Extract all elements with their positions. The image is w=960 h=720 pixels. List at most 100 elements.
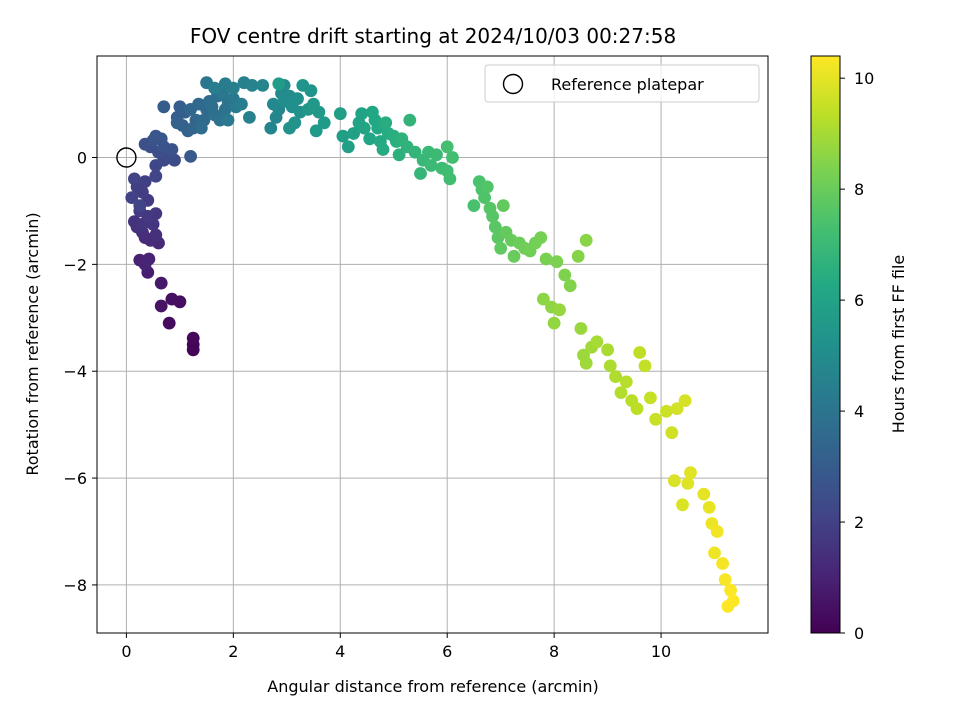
colorbar-tick-label: 8 (854, 180, 864, 199)
scatter-point (347, 127, 360, 140)
scatter-point (681, 477, 695, 490)
scatter-point (446, 151, 459, 164)
scatter-point (496, 199, 510, 213)
scatter-point (272, 77, 286, 91)
scatter-point (208, 81, 222, 95)
scatter-point (341, 140, 355, 154)
colorbar-tick-label: 4 (854, 402, 864, 421)
scatter-point (478, 191, 491, 205)
scatter-point (336, 129, 350, 143)
plot-frame (96, 55, 769, 634)
x-tick-label: 8 (549, 642, 559, 661)
scatter-point (718, 573, 732, 586)
scatter-point (379, 116, 393, 130)
scatter-point (486, 209, 499, 223)
scatter-point (403, 113, 417, 127)
scatter-point (708, 546, 721, 560)
scatter-point (668, 474, 681, 488)
scatter-point (138, 258, 152, 271)
scatter-point (710, 525, 724, 538)
scatter-point (414, 167, 427, 180)
scatter-point (165, 143, 179, 156)
scatter-point (312, 105, 326, 119)
scatter-point (697, 487, 711, 501)
scatter-point (221, 113, 235, 127)
scatter-point (678, 394, 692, 407)
scatter-point (430, 148, 443, 162)
scatter-point (574, 322, 588, 335)
colorbar (810, 55, 841, 634)
scatter-point (539, 252, 553, 266)
scatter-point (184, 150, 198, 163)
x-tick-label: 4 (335, 642, 345, 661)
scatter-point (537, 292, 550, 306)
scatter-point (309, 124, 323, 138)
scatter-point (676, 498, 689, 512)
scatter-point (357, 121, 371, 135)
legend-entry-reference-platepar: Reference platepar (551, 75, 704, 94)
scatter-point (550, 255, 564, 269)
scatter-point (601, 343, 614, 357)
y-tick-label: −8 (63, 576, 87, 595)
scatter-point (534, 231, 548, 245)
scatter-point (603, 359, 617, 373)
scatter-point (721, 599, 735, 613)
scatter-point (590, 335, 604, 349)
chart-title: FOV centre drift starting at 2024/10/03 … (190, 24, 676, 48)
scatter-point (614, 386, 628, 399)
y-axis-label: Rotation from reference (arcmin) (23, 212, 42, 475)
scatter-point (609, 370, 622, 383)
scatter-point (245, 79, 259, 92)
scatter-point (170, 116, 184, 130)
scatter-point (563, 279, 577, 293)
scatter-point (363, 132, 377, 146)
scatter-point (619, 375, 633, 389)
scatter-point (684, 466, 697, 480)
scatter-point (186, 331, 200, 345)
colorbar-ticks: 0 2 4 6 8 10 (840, 69, 874, 643)
scatter-point (154, 299, 168, 313)
colorbar-tick-label: 2 (854, 513, 864, 532)
scatter-point (716, 557, 729, 570)
scatter-point (267, 97, 280, 111)
scatter-point (157, 100, 171, 114)
legend-marker-icon (502, 73, 524, 95)
scatter-point (154, 276, 168, 290)
legend-box (484, 64, 760, 103)
scatter-point (424, 159, 438, 172)
scatter-point (660, 404, 673, 418)
scatter-point (443, 172, 457, 186)
scatter-point (488, 220, 502, 234)
scatter-point (547, 316, 561, 330)
scatter-point (507, 249, 521, 263)
scatter-point (392, 148, 406, 162)
reference-marker-group (116, 147, 137, 168)
scatter-point (633, 346, 647, 359)
scatter-point (665, 426, 679, 440)
scatter-point (149, 169, 163, 183)
scatter-point (571, 249, 585, 263)
scatter-point (194, 121, 208, 135)
scatter-point (256, 79, 270, 92)
y-tick-label: −2 (63, 255, 87, 274)
scatter-point (291, 92, 304, 106)
data-points (125, 76, 740, 613)
scatter-point (243, 111, 256, 124)
scatter-point (494, 241, 508, 255)
scatter-point (579, 233, 593, 247)
scatter-point (133, 199, 147, 213)
scatter-point (376, 143, 390, 156)
scatter-point (579, 356, 593, 370)
scatter-point (138, 175, 152, 189)
scatter-point (558, 268, 572, 282)
scatter-point (702, 501, 716, 514)
x-tick-label: 10 (651, 642, 671, 661)
scatter-point (235, 97, 248, 111)
x-axis-label: Angular distance from reference (arcmin) (267, 677, 598, 696)
scatter-point (480, 180, 494, 194)
colorbar-tick-label: 0 (854, 624, 864, 643)
reference-platepar-marker (116, 147, 137, 168)
y-tick-label: −6 (63, 469, 87, 488)
scatter-point (644, 391, 657, 405)
